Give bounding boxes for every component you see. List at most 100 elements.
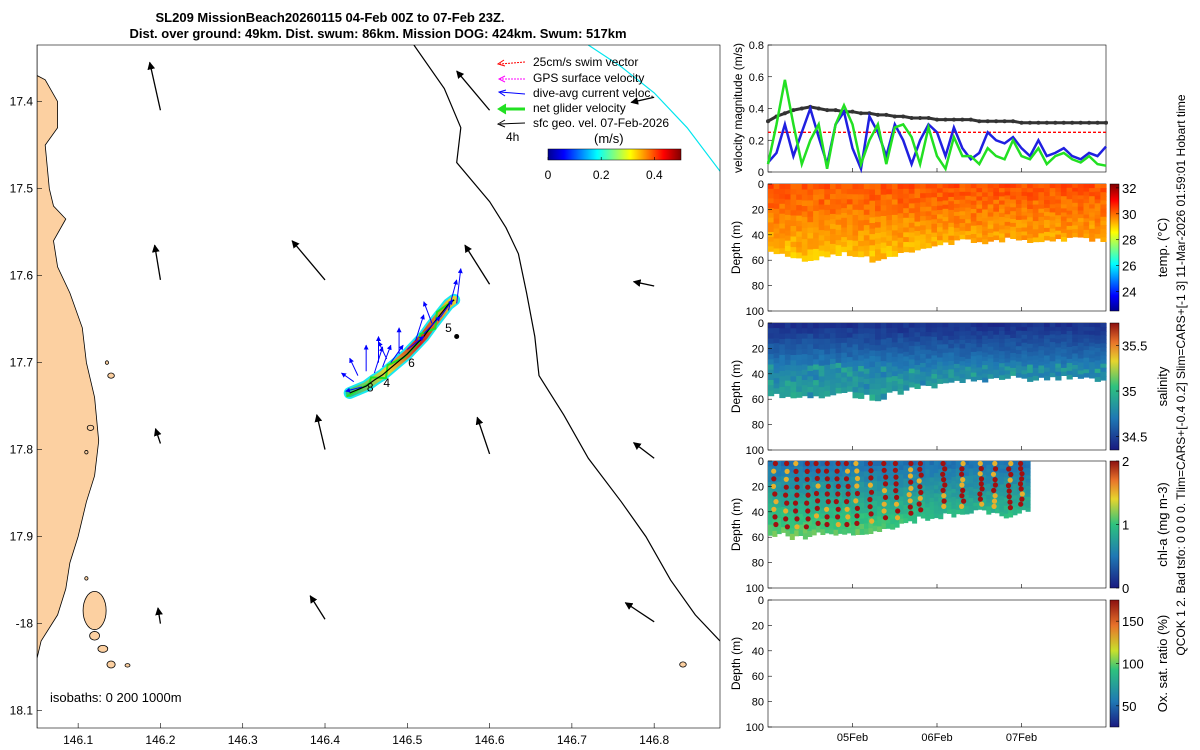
sal-cell — [925, 331, 932, 337]
chl-cell — [807, 531, 813, 537]
chlorophyll-dot — [794, 476, 800, 482]
temp-cell — [959, 207, 966, 212]
temp-cell — [830, 213, 837, 220]
temp-cell — [880, 253, 887, 260]
temp-cell — [1055, 207, 1062, 212]
velocity-point-geostrophic — [1061, 120, 1066, 125]
sal-cell — [931, 360, 938, 366]
velocity-point-geostrophic — [909, 116, 914, 121]
sal-cell — [858, 376, 865, 383]
velocity-y-tick-label: 0.8 — [749, 40, 764, 52]
sal-cell — [835, 358, 842, 364]
sal-cell — [953, 335, 961, 340]
chl-cell — [816, 501, 821, 508]
sal-cell — [830, 369, 837, 375]
temp-cell — [869, 245, 876, 252]
chl-cell — [981, 471, 987, 476]
sal-cell — [830, 358, 837, 365]
temp-cell — [891, 251, 899, 257]
sal-cell — [970, 323, 977, 328]
sal-cell — [1010, 364, 1017, 369]
sal-cell — [891, 366, 899, 372]
island — [107, 372, 115, 379]
chl-cell — [890, 509, 896, 515]
temp-cell — [1027, 192, 1034, 198]
temp-cell — [852, 220, 859, 226]
sal-cell — [1094, 372, 1101, 378]
temp-cell — [987, 237, 994, 242]
temp-cell — [790, 236, 797, 243]
sal-cell — [891, 332, 899, 339]
temp-cell — [790, 194, 797, 201]
chl-cell — [920, 469, 926, 474]
sal-cell — [1015, 342, 1023, 347]
chl-cell — [899, 461, 904, 466]
temp-cell — [1021, 231, 1028, 237]
chl-cell — [776, 502, 782, 509]
chl-cell — [1025, 482, 1031, 487]
sal-cell — [1004, 366, 1011, 371]
chlorophyll-dot — [784, 468, 790, 474]
temp-cell — [813, 200, 820, 207]
sal-cell — [1089, 326, 1096, 332]
map-y-tick-label: -18 — [16, 617, 34, 631]
sal-cell — [1089, 362, 1096, 367]
sal-cell — [1089, 366, 1096, 371]
temp-cell — [897, 247, 904, 253]
chlorophyll-dot — [805, 516, 811, 522]
sal-cell — [999, 331, 1006, 336]
sal-cell — [869, 345, 876, 352]
temp-cell — [875, 243, 882, 250]
chl-cell — [768, 471, 773, 478]
temp-cell — [891, 235, 899, 242]
sal-cell — [801, 385, 808, 391]
chl-cell — [955, 502, 961, 507]
sal-cell — [790, 339, 797, 345]
temp-cell — [1089, 232, 1096, 238]
temp-cell — [1027, 225, 1034, 231]
sal-cell — [970, 360, 977, 365]
temp-cell — [801, 189, 808, 196]
sal-cell — [1027, 335, 1034, 341]
geostrophic-vector — [155, 607, 163, 624]
chl-cell — [785, 487, 791, 494]
chlorophyll-dot — [907, 473, 914, 479]
temp-cell — [880, 200, 887, 206]
map-colorbar-tick-label: 0.4 — [646, 168, 663, 182]
chlorophyll-dot — [814, 475, 820, 482]
temp-cell — [937, 210, 944, 215]
sal-cell — [1066, 323, 1073, 328]
temp-cell — [1055, 187, 1062, 193]
chl-cell — [981, 499, 987, 504]
chl-cell — [968, 461, 974, 466]
temp-cell — [1015, 184, 1023, 189]
temp-cell — [796, 220, 803, 227]
sal-cell — [1094, 377, 1101, 382]
temp-cell — [914, 207, 921, 213]
temp-cell — [852, 189, 859, 195]
chl-cell — [872, 490, 878, 497]
temp-cell — [841, 222, 848, 228]
chl-cell — [768, 487, 773, 494]
sal-cell — [1083, 338, 1090, 343]
chl-cell — [999, 480, 1005, 485]
chl-cell — [968, 490, 974, 495]
sal-cell — [925, 354, 932, 360]
sal-cell — [1049, 334, 1056, 339]
temp-cell — [1055, 199, 1062, 205]
chlorophyll-dot — [1006, 494, 1012, 500]
chl-cell — [986, 483, 992, 489]
chl-cell — [846, 471, 852, 477]
sal-cell — [880, 361, 887, 368]
temp-cell — [1100, 216, 1107, 222]
chl-cell — [789, 511, 795, 518]
temp-cell — [953, 215, 961, 221]
temp-cell — [841, 208, 848, 214]
sal-cell — [869, 372, 876, 379]
sal-cell — [1077, 354, 1084, 360]
sal-cell — [875, 339, 882, 346]
chl-cell — [938, 489, 944, 495]
temp-cell — [796, 231, 803, 238]
sal-cell — [953, 339, 961, 345]
chl-cell — [798, 492, 804, 499]
